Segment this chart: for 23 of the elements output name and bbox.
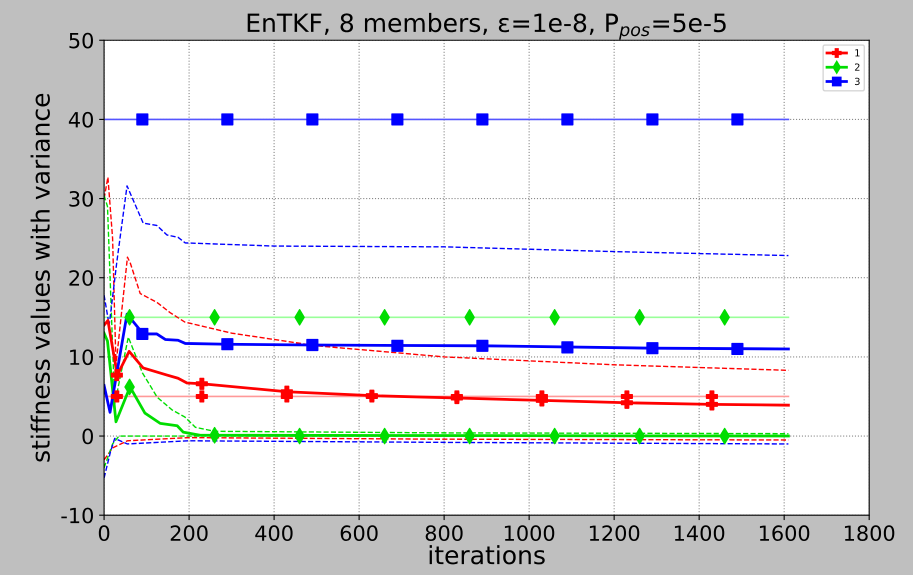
- x-tick-label: 400: [255, 525, 293, 542]
- x-tick-label: 1000: [504, 525, 554, 542]
- x-tick-label: 800: [426, 525, 463, 542]
- x-tick-label: 0: [98, 525, 110, 542]
- y-tick-label: -10: [61, 508, 93, 524]
- x-tick-label: 200: [170, 525, 208, 542]
- y-tick-label: 20: [69, 270, 93, 286]
- y-tick-label: 40: [68, 112, 93, 128]
- y-tick-label: 0: [82, 428, 93, 444]
- legend-label: 2: [854, 63, 860, 71]
- legend-label: 3: [854, 78, 860, 86]
- legend-label: 1: [855, 49, 860, 56]
- chart-title: EnTKF, 8 members, ε=1e-8, P$_{pos}$=5e-5: [248, 12, 726, 40]
- y-tick-label: 10: [70, 349, 93, 366]
- y-tick-label: 50: [69, 32, 93, 48]
- x-tick-label: 1200: [590, 525, 640, 542]
- y-axis-title: stiffness values with variance: [30, 94, 50, 462]
- y-tick-label: 30: [69, 191, 93, 207]
- x-tick-label: 1600: [760, 525, 810, 542]
- x-axis-title: iterations: [430, 545, 545, 564]
- x-tick-label: 1800: [844, 525, 894, 542]
- x-tick-label: 600: [340, 525, 378, 542]
- x-tick-label: 1400: [674, 525, 724, 542]
